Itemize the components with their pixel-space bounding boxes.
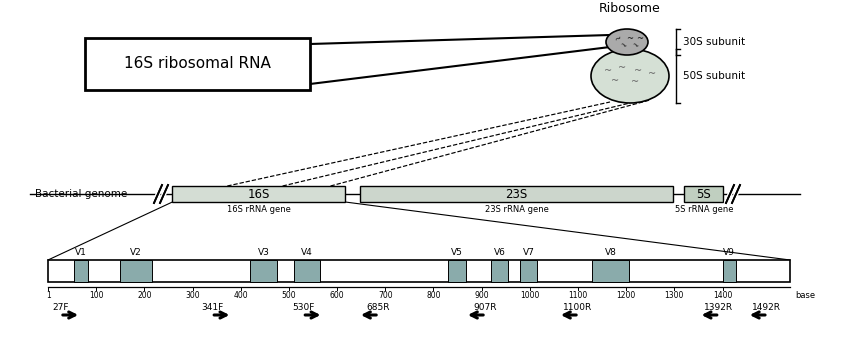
Text: 1392R: 1392R <box>704 303 734 312</box>
Text: 500: 500 <box>281 291 296 300</box>
Text: 341F: 341F <box>201 303 224 312</box>
Text: Bacterial genome: Bacterial genome <box>35 189 128 199</box>
Text: ~: ~ <box>611 76 619 86</box>
Text: 1100R: 1100R <box>564 303 592 312</box>
Text: base: base <box>795 291 815 300</box>
Text: ~: ~ <box>634 66 642 76</box>
Bar <box>294 260 320 282</box>
Text: V4: V4 <box>301 248 313 257</box>
Text: V8: V8 <box>604 248 616 257</box>
Text: ~: ~ <box>615 35 621 43</box>
Text: 300: 300 <box>185 291 200 300</box>
Text: 800: 800 <box>426 291 440 300</box>
Text: 50S subunit: 50S subunit <box>683 71 745 81</box>
Text: 5S: 5S <box>696 188 711 201</box>
Text: V5: V5 <box>451 248 463 257</box>
Text: V9: V9 <box>723 248 735 257</box>
Ellipse shape <box>606 29 648 55</box>
Bar <box>684 186 723 202</box>
Text: 16S ribosomal RNA: 16S ribosomal RNA <box>124 56 271 71</box>
Text: 685R: 685R <box>366 303 390 312</box>
Text: V1: V1 <box>76 248 88 257</box>
Bar <box>85 38 310 90</box>
Text: 900: 900 <box>474 291 489 300</box>
Bar <box>48 260 790 282</box>
Text: 16S: 16S <box>247 188 270 201</box>
Text: 1400: 1400 <box>713 291 732 300</box>
Bar <box>75 260 88 282</box>
Bar <box>592 260 629 282</box>
Text: 700: 700 <box>378 291 393 300</box>
Text: 1200: 1200 <box>616 291 636 300</box>
Bar <box>251 260 277 282</box>
Text: 200: 200 <box>137 291 151 300</box>
Text: ~: ~ <box>604 66 612 76</box>
Text: V2: V2 <box>130 248 142 257</box>
Bar <box>448 260 466 282</box>
Text: 100: 100 <box>89 291 104 300</box>
Text: 1000: 1000 <box>520 291 540 300</box>
Text: 400: 400 <box>234 291 248 300</box>
Bar <box>120 260 151 282</box>
Text: 27F: 27F <box>53 303 69 312</box>
Text: ~: ~ <box>631 41 638 49</box>
Text: 16S rRNA gene: 16S rRNA gene <box>227 205 291 214</box>
Text: 5S rRNA gene: 5S rRNA gene <box>675 205 733 214</box>
Text: 1300: 1300 <box>665 291 684 300</box>
Ellipse shape <box>591 49 669 103</box>
Text: 30S subunit: 30S subunit <box>683 37 745 47</box>
Text: V6: V6 <box>494 248 506 257</box>
Text: 600: 600 <box>330 291 344 300</box>
Text: 23S: 23S <box>506 188 528 201</box>
Text: ~: ~ <box>618 63 626 73</box>
Bar <box>173 186 345 202</box>
Text: ~: ~ <box>625 33 635 45</box>
Text: 23S rRNA gene: 23S rRNA gene <box>484 205 548 214</box>
Text: ~: ~ <box>637 35 643 43</box>
Text: 907R: 907R <box>473 303 496 312</box>
Text: V3: V3 <box>258 248 269 257</box>
Text: 530F: 530F <box>292 303 314 312</box>
Text: ~: ~ <box>631 77 639 87</box>
Bar <box>360 186 673 202</box>
Text: Ribosome: Ribosome <box>599 2 660 15</box>
Text: ~: ~ <box>648 69 656 79</box>
Bar <box>520 260 537 282</box>
Text: 1492R: 1492R <box>752 303 781 312</box>
Text: 1100: 1100 <box>569 291 587 300</box>
Text: 1: 1 <box>46 291 51 300</box>
Text: ~: ~ <box>619 41 626 49</box>
Bar <box>491 260 508 282</box>
Text: V7: V7 <box>523 248 535 257</box>
Bar <box>722 260 736 282</box>
